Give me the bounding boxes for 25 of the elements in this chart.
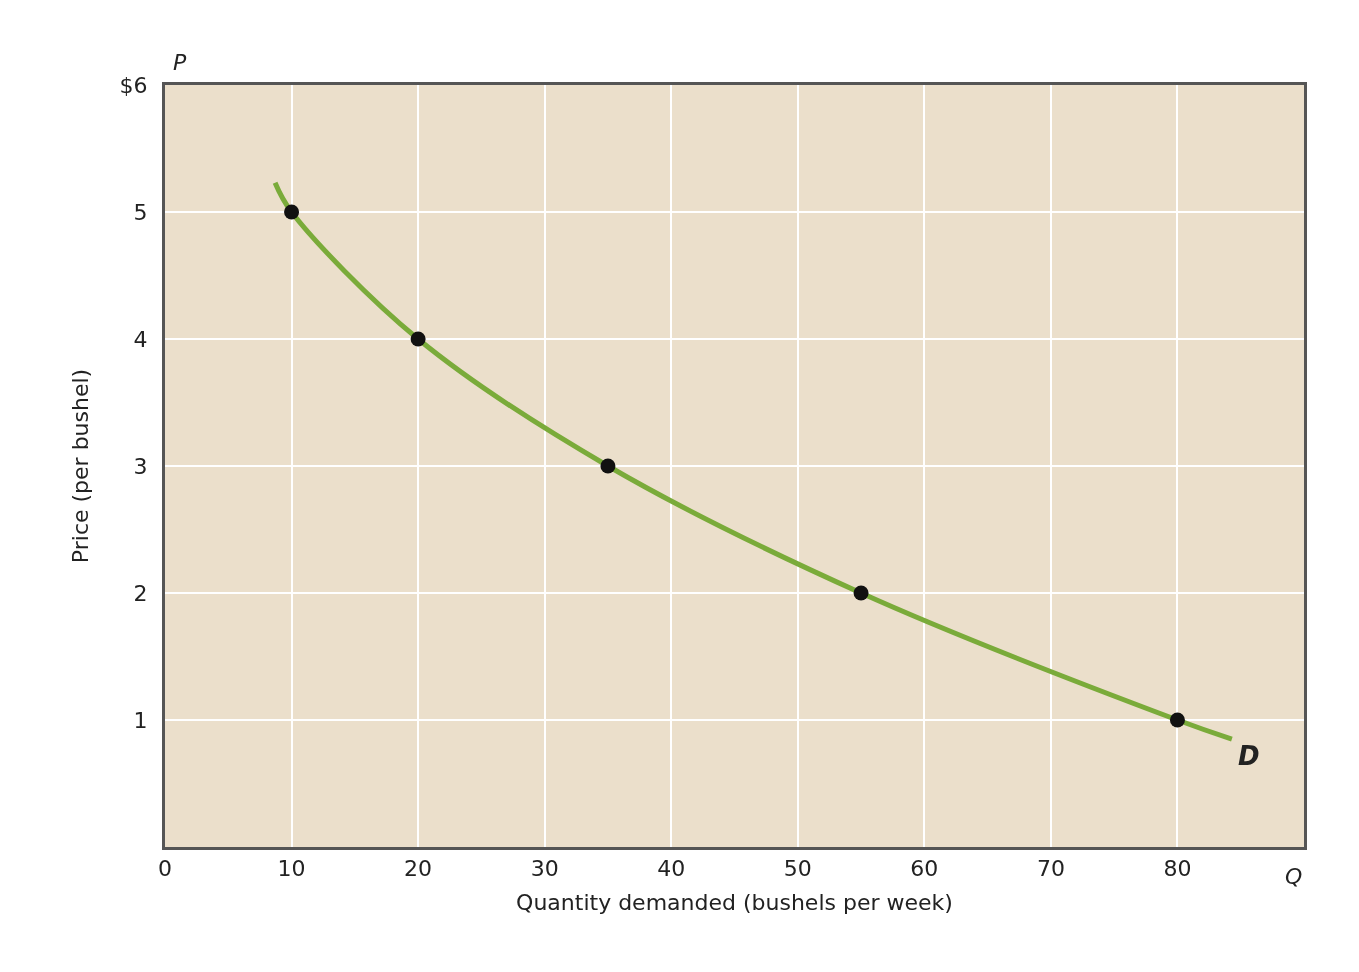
x-tick-label: 0 <box>158 856 172 882</box>
annotation: D <box>1238 741 1260 771</box>
x-tick-label: 30 <box>530 856 559 882</box>
text: P <box>173 50 187 75</box>
x-tick-label: 40 <box>657 856 686 882</box>
x-tick-label: 60 <box>910 856 939 882</box>
x-tick-label: 70 <box>1036 856 1065 882</box>
point <box>284 204 300 220</box>
y-tick-label: $6 <box>119 72 148 98</box>
x-tick-label: 50 <box>783 856 812 882</box>
point <box>410 331 426 347</box>
x-tick-label: 80 <box>1163 856 1192 882</box>
y-tick-label: 2 <box>133 580 148 606</box>
x-tick-label: 10 <box>277 856 306 882</box>
y-tick-label: 3 <box>133 453 148 479</box>
text: Q <box>1285 864 1303 889</box>
y-tick-label: 4 <box>133 326 148 352</box>
x-tick-label: 20 <box>404 856 433 882</box>
y-axis-title: Price (per bushel) <box>68 368 94 564</box>
point <box>853 585 869 601</box>
point <box>600 458 616 474</box>
y-tick-label: 1 <box>133 707 148 733</box>
y-tick-label: 5 <box>133 199 148 225</box>
x-axis-title: Quantity demanded (bushels per week) <box>516 890 953 916</box>
point <box>1169 712 1185 728</box>
